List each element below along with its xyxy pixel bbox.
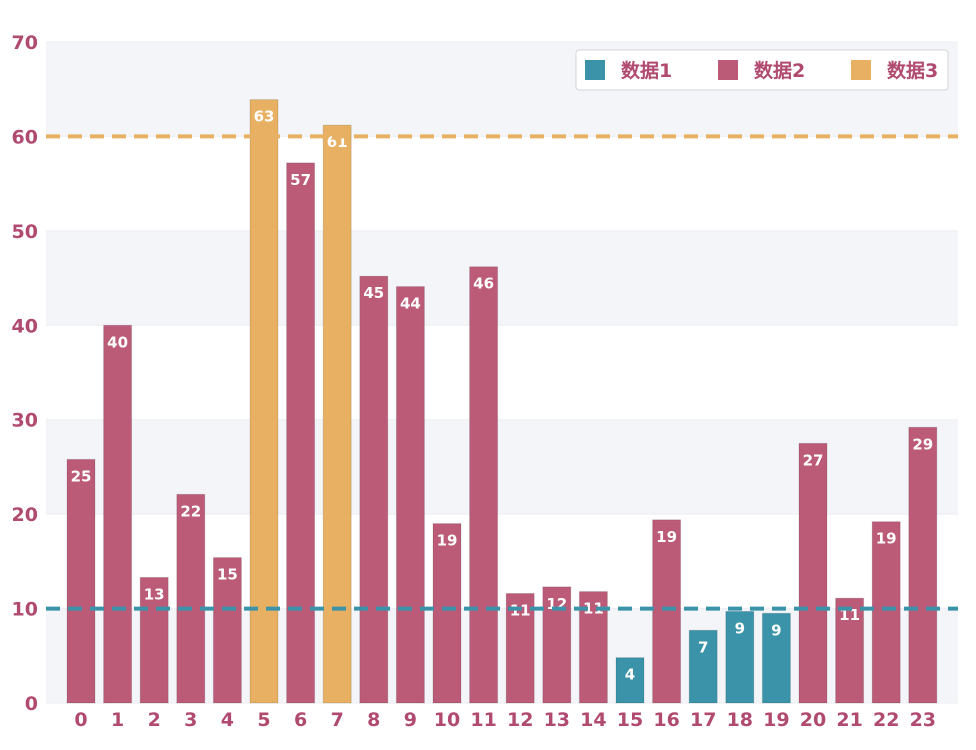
- x-tick-label: 4: [221, 709, 234, 731]
- x-tick-label: 20: [800, 709, 826, 731]
- x-tick-label: 13: [544, 709, 570, 731]
- data-label: 40: [107, 333, 128, 351]
- x-axis: 0 1 2 3 4 5 6 7 8 9 10 11 12 13 14 15 16 17 18 19 20 21 22 23: [74, 709, 936, 731]
- x-tick-label: 19: [763, 709, 789, 731]
- bar[interactable]: [286, 162, 316, 704]
- background-band: [46, 230, 958, 326]
- legend-swatch: [851, 60, 871, 80]
- bar[interactable]: [725, 610, 755, 704]
- data-label: 19: [656, 528, 677, 546]
- legend-label: 数据3: [887, 59, 938, 82]
- bar[interactable]: [615, 657, 645, 704]
- x-tick-label: 18: [727, 709, 753, 731]
- x-tick-label: 3: [184, 709, 197, 731]
- y-tick-label: 0: [25, 693, 38, 715]
- data-label: 22: [180, 502, 201, 520]
- bar[interactable]: [103, 324, 133, 704]
- bar[interactable]: [66, 458, 96, 704]
- x-tick-label: 16: [653, 709, 679, 731]
- legend-label: 数据2: [754, 59, 805, 82]
- bar[interactable]: [212, 557, 242, 704]
- bar[interactable]: [542, 586, 572, 704]
- x-tick-label: 1: [111, 709, 124, 731]
- x-tick-label: 21: [836, 709, 862, 731]
- bar[interactable]: [652, 519, 682, 704]
- data-label: 11: [839, 606, 860, 624]
- y-tick-label: 70: [12, 32, 38, 54]
- bar[interactable]: [798, 442, 828, 704]
- x-tick-label: 6: [294, 709, 307, 731]
- bar[interactable]: [139, 576, 169, 704]
- bar[interactable]: [871, 521, 901, 704]
- data-label: 7: [698, 638, 708, 656]
- bar[interactable]: [469, 266, 499, 704]
- x-tick-label: 22: [873, 709, 899, 731]
- bar[interactable]: [322, 124, 352, 704]
- x-tick-label: 15: [617, 709, 643, 731]
- data-label: 57: [290, 171, 311, 189]
- bar[interactable]: [761, 612, 791, 704]
- bar[interactable]: [249, 99, 279, 704]
- bar[interactable]: [359, 275, 389, 704]
- data-label: 11: [583, 600, 604, 618]
- y-tick-label: 30: [12, 410, 38, 432]
- data-label: 25: [71, 467, 92, 485]
- data-label: 9: [771, 621, 781, 639]
- legend-swatch: [585, 60, 605, 80]
- x-tick-label: 17: [690, 709, 716, 731]
- x-tick-label: 23: [910, 709, 936, 731]
- data-label: 9: [735, 619, 745, 637]
- data-label: 19: [876, 530, 897, 548]
- y-axis: 0 10 20 30 40 50 60 70: [12, 32, 38, 715]
- data-label: 45: [363, 284, 384, 302]
- bar[interactable]: [505, 592, 535, 704]
- x-tick-label: 0: [74, 709, 87, 731]
- bar[interactable]: [395, 286, 425, 704]
- bar[interactable]: [432, 523, 462, 704]
- legend[interactable]: 数据1 数据2 数据3: [575, 49, 949, 91]
- bar[interactable]: [835, 597, 865, 704]
- legend-item[interactable]: 数据2: [718, 59, 805, 82]
- x-tick-label: 8: [367, 709, 380, 731]
- x-tick-label: 11: [470, 709, 496, 731]
- x-tick-label: 14: [580, 709, 606, 731]
- legend-item[interactable]: 数据1: [585, 59, 672, 82]
- x-tick-label: 5: [257, 709, 270, 731]
- x-tick-label: 12: [507, 709, 533, 731]
- y-tick-label: 50: [12, 221, 38, 243]
- legend-label: 数据1: [621, 59, 672, 82]
- data-label: 15: [217, 566, 238, 584]
- y-tick-label: 60: [12, 126, 38, 148]
- y-tick-label: 10: [12, 599, 38, 621]
- x-tick-label: 9: [404, 709, 417, 731]
- y-tick-label: 20: [12, 504, 38, 526]
- x-tick-label: 10: [434, 709, 460, 731]
- reference-lines: [46, 134, 958, 611]
- data-label: 63: [254, 108, 275, 126]
- data-label: 46: [473, 275, 494, 293]
- legend-item[interactable]: 数据3: [851, 59, 938, 82]
- bar[interactable]: [908, 426, 938, 704]
- data-label: 27: [803, 451, 824, 469]
- data-label: 13: [144, 585, 165, 603]
- x-tick-label: 7: [331, 709, 344, 731]
- data-label: 44: [400, 295, 421, 313]
- data-labels: 2540132215635761454419461112114197992711…: [71, 108, 934, 684]
- legend-swatch: [718, 60, 738, 80]
- bars: [66, 99, 938, 704]
- bar[interactable]: [688, 629, 718, 704]
- data-label: 4: [625, 666, 635, 684]
- data-label: 29: [912, 435, 933, 453]
- y-tick-label: 40: [12, 315, 38, 337]
- bar[interactable]: [176, 493, 206, 704]
- data-label: 19: [437, 532, 458, 550]
- x-tick-label: 2: [148, 709, 161, 731]
